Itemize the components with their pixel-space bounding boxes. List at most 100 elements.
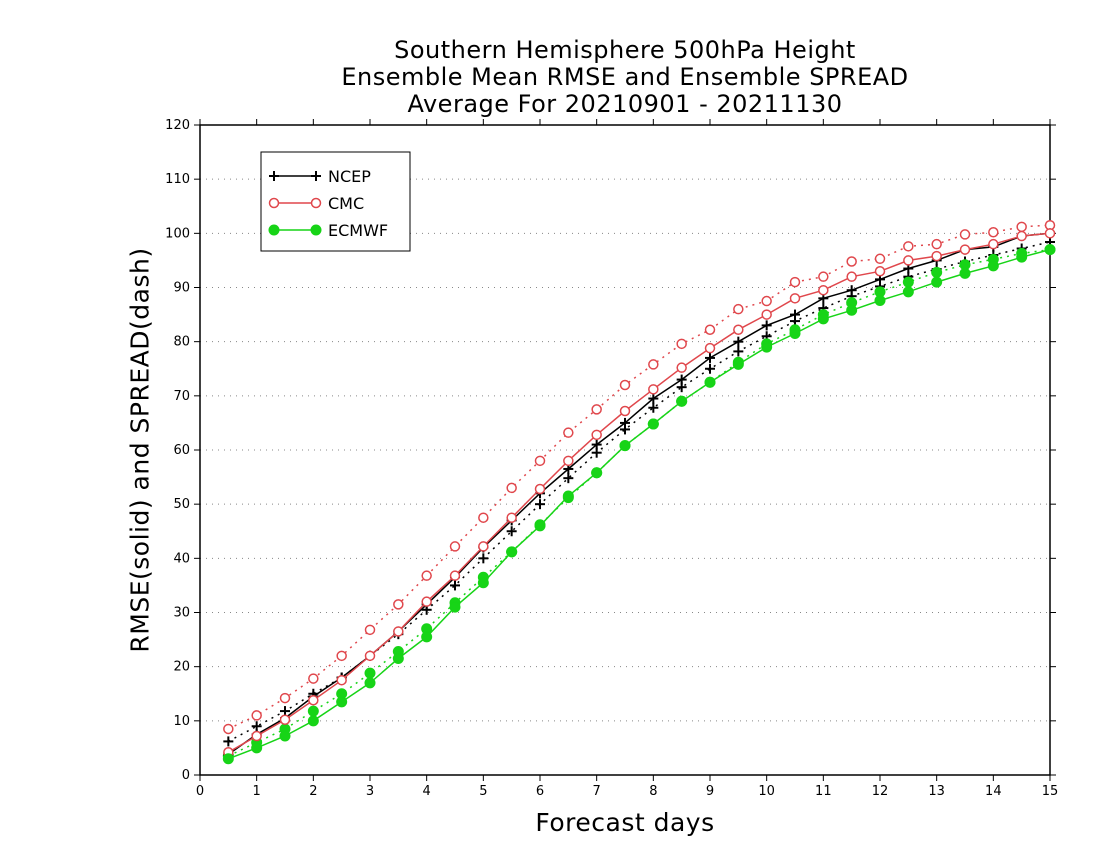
data-point-cmc-spread: [279, 692, 291, 704]
data-point-ecmwf-spread: [931, 266, 943, 278]
data-point-ncep-spread: [563, 473, 574, 484]
data-point-ecmwf-rmse: [874, 295, 886, 306]
data-point-ecmwf-rmse: [251, 742, 263, 754]
data-point-cmc-spread: [789, 276, 801, 288]
x-tick-label: 10: [758, 784, 775, 799]
data-point-ncep-rmse: [761, 320, 772, 331]
y-tick-label: 40: [173, 551, 190, 566]
series-ncep-rmse: [223, 228, 1055, 760]
data-point-cmc-spread: [534, 455, 546, 467]
y-tick-label: 20: [173, 660, 190, 675]
series-cmc-rmse: [223, 228, 1056, 758]
data-point-cmc-rmse: [648, 384, 659, 395]
x-tick-label: 5: [479, 784, 487, 799]
legend-marker: [268, 224, 280, 236]
data-point-ncep-rmse: [733, 336, 744, 347]
data-point-ecmwf-rmse: [364, 677, 376, 689]
data-point-ecmwf-rmse: [336, 696, 348, 708]
y-tick-label: 70: [173, 389, 190, 404]
series-ecmwf-rmse: [222, 244, 1056, 765]
series-line-ncep-rmse: [227, 232, 1051, 756]
data-point-ncep-spread: [648, 402, 659, 413]
data-point-ecmwf-rmse: [506, 546, 518, 558]
data-point-cmc-spread: [874, 253, 886, 265]
data-point-ncep-spread: [506, 526, 517, 537]
data-point-cmc-rmse: [251, 730, 262, 742]
y-tick-label: 110: [165, 172, 190, 187]
series-ncep-spread: [223, 237, 1055, 747]
data-point-cmc-spread: [251, 710, 262, 721]
data-point-cmc-spread: [846, 256, 857, 267]
data-point-cmc-rmse: [563, 455, 574, 467]
data-point-cmc-spread: [704, 324, 716, 335]
x-tick-label: 14: [985, 784, 1002, 799]
data-point-cmc-rmse: [903, 255, 914, 266]
data-point-ncep-rmse: [705, 352, 715, 363]
legend-item-ncep: NCEP: [269, 167, 371, 186]
data-point-ecmwf-spread: [307, 705, 319, 717]
data-point-cmc-spread: [336, 650, 347, 662]
x-tick-label: 9: [706, 784, 714, 799]
legend-marker: [311, 171, 321, 181]
x-axis: 0 1 2 3 4 5 6 7 8 9 10 11 12 13 14 15: [196, 119, 1058, 799]
legend-item-cmc: CMC: [268, 194, 364, 213]
data-point-ecmwf-rmse: [477, 577, 489, 589]
data-point-cmc-rmse: [959, 244, 971, 255]
legend-label: ECMWF: [328, 221, 388, 240]
chart-title-line-1: Southern Hemisphere 500hPa Height: [394, 36, 856, 64]
data-point-cmc-rmse: [534, 483, 546, 495]
data-point-cmc-rmse: [336, 674, 347, 686]
y-tick-label: 30: [173, 606, 190, 621]
y-tick-label: 90: [173, 281, 190, 296]
data-point-ecmwf-spread: [364, 667, 376, 679]
data-point-ecmwf-rmse: [619, 440, 631, 452]
series-line-ecmwf-spread: [227, 248, 1051, 757]
data-point-cmc-spread: [818, 271, 829, 282]
x-tick-label: 15: [1042, 784, 1059, 799]
data-point-ecmwf-rmse: [591, 467, 603, 479]
data-point-ecmwf-rmse: [817, 313, 829, 325]
x-tick-label: 6: [536, 784, 544, 799]
data-point-ecmwf-rmse: [761, 341, 773, 353]
data-point-ncep-spread: [733, 346, 744, 357]
y-tick-label: 60: [173, 443, 190, 458]
data-point-cmc-rmse: [818, 284, 829, 296]
data-point-ncep-spread: [223, 736, 234, 747]
data-point-ncep-rmse: [620, 417, 630, 428]
data-point-ecmwf-rmse: [307, 715, 319, 727]
x-tick-label: 12: [872, 784, 889, 799]
data-point-cmc-spread: [421, 570, 432, 581]
data-point-cmc-spread: [761, 295, 772, 307]
data-point-cmc-rmse: [1044, 228, 1056, 239]
series-line-cmc-spread: [227, 224, 1051, 730]
data-point-ncep-rmse: [591, 439, 602, 450]
data-point-ecmwf-rmse: [987, 260, 999, 272]
x-tick-label: 1: [253, 784, 261, 799]
x-tick-label: 8: [649, 784, 657, 799]
y-tick-label: 50: [173, 497, 190, 512]
x-tick-label: 7: [593, 784, 601, 799]
legend-marker: [310, 224, 322, 236]
legend-marker: [268, 197, 280, 209]
y-tick-label: 100: [165, 226, 190, 241]
data-point-ncep-spread: [705, 363, 715, 374]
data-point-cmc-rmse: [364, 650, 376, 662]
data-point-ncep-spread: [478, 553, 489, 564]
legend-label: NCEP: [328, 167, 371, 186]
data-point-cmc-rmse: [279, 714, 291, 725]
data-point-ecmwf-rmse: [1044, 244, 1056, 256]
data-point-ecmwf-rmse: [902, 286, 914, 298]
data-point-cmc-spread: [1016, 221, 1027, 233]
data-point-ecmwf-rmse: [676, 395, 688, 407]
data-point-ecmwf-spread: [902, 276, 914, 288]
data-point-cmc-spread: [931, 238, 942, 250]
data-point-cmc-rmse: [988, 238, 999, 250]
x-tick-label: 13: [928, 784, 945, 799]
data-point-cmc-spread: [393, 599, 404, 610]
data-point-cmc-rmse: [393, 626, 404, 637]
chart-title-line-3: Average For 20210901 - 20211130: [407, 90, 843, 118]
data-point-cmc-spread: [903, 241, 914, 252]
data-point-cmc-rmse: [704, 342, 716, 354]
data-point-ecmwf-rmse: [534, 520, 546, 532]
